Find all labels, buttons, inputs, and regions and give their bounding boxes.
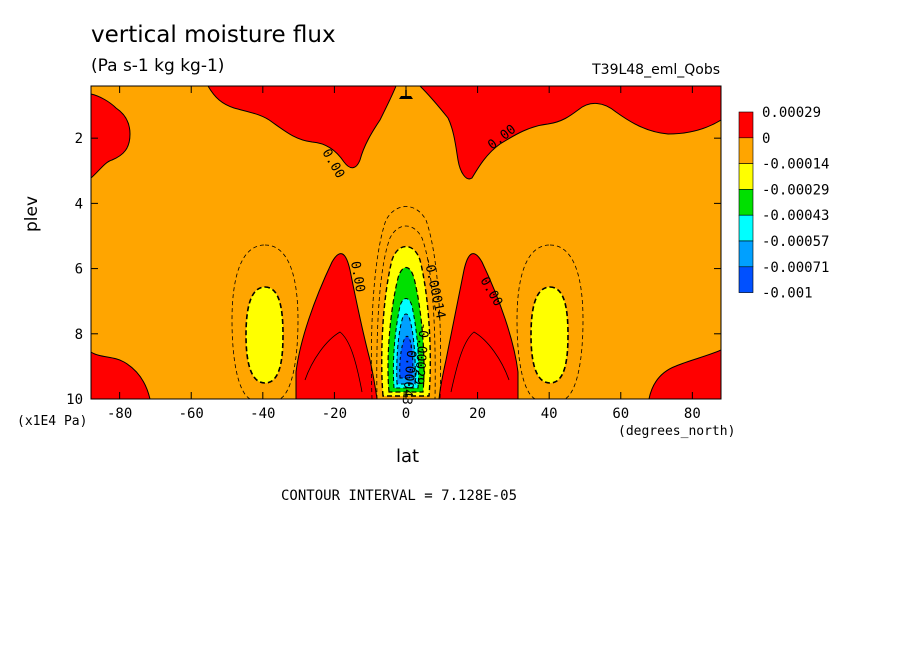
contour-label: -0.00043 — [399, 342, 419, 406]
contour-interval: CONTOUR INTERVAL = 7.128E-05 — [281, 488, 518, 504]
y-tick-label: 8 — [75, 327, 83, 343]
colorbar-label: -0.00057 — [762, 234, 829, 250]
y-axis: 2 4 6 8 10 — [66, 131, 721, 408]
upper-center-left-positive-region — [207, 86, 397, 169]
x-tick-label: 0 — [402, 406, 410, 422]
chart-title: vertical moisture flux — [91, 22, 336, 48]
x-axis-label: lat — [396, 446, 420, 467]
y-tick-label: 2 — [75, 131, 83, 147]
contour-label: -0.00029 — [411, 322, 431, 386]
x-axis-units: (degrees_north) — [618, 424, 736, 439]
y-tick-label: 4 — [75, 196, 83, 212]
left-subtropical-positive-region — [295, 253, 378, 399]
upper-left-positive-region — [91, 86, 131, 179]
colorbar: 0.00029 0 -0.00014 -0.00029 -0.00043 -0.00057… — [738, 105, 829, 302]
colorbar-swatch — [738, 137, 754, 164]
x-tick-label: -60 — [179, 406, 204, 422]
colorbar-label: -0.00071 — [762, 260, 829, 276]
colorbar-label: -0.001 — [762, 286, 813, 302]
colorbar-label: 0.00029 — [762, 105, 821, 121]
equatorial-outer-contour-1 — [370, 206, 442, 399]
y-tick-label: 10 — [66, 392, 83, 408]
left-midlat-negative-region — [245, 286, 284, 384]
left-positive-inner-contour — [304, 331, 363, 393]
x-tick-label: 60 — [612, 406, 629, 422]
y-tick-label: 6 — [75, 262, 83, 278]
x-tick-label: -40 — [250, 406, 275, 422]
colorbar-label: -0.00043 — [762, 208, 829, 224]
x-tick-label: 40 — [541, 406, 558, 422]
colorbar-swatch — [738, 111, 754, 139]
dataset-name: T39L48_eml_Qobs — [592, 62, 720, 78]
colorbar-swatch — [738, 189, 754, 216]
equatorial-outer-contour-2 — [376, 225, 436, 399]
upper-right-positive-region — [419, 86, 721, 180]
lower-right-positive-region — [648, 349, 721, 399]
right-midlat-dashed-contour — [516, 244, 584, 399]
colorbar-label: 0 — [762, 131, 770, 147]
colorbar-label: -0.00014 — [762, 157, 829, 173]
colorbar-swatch — [738, 266, 754, 293]
top-equator-feature — [399, 96, 413, 99]
x-tick-label: 20 — [469, 406, 486, 422]
colorbar-swatch — [738, 163, 754, 190]
x-tick-label: 80 — [684, 406, 701, 422]
right-midlat-negative-region — [530, 286, 569, 384]
contour-label: 0.00 — [347, 260, 367, 293]
right-subtropical-positive-region — [438, 253, 519, 399]
left-midlat-dashed-contour — [231, 244, 299, 399]
equatorial-blue-region — [399, 335, 414, 379]
y-axis-multiplier: (x1E4 Pa) — [17, 414, 88, 429]
x-tick-label: -20 — [322, 406, 347, 422]
right-positive-inner-contour — [450, 331, 510, 393]
plot-area — [91, 86, 721, 399]
colorbar-swatch — [738, 214, 754, 242]
x-tick-label: -80 — [107, 406, 132, 422]
colorbar-label: -0.00029 — [762, 182, 829, 198]
lower-left-positive-region — [91, 351, 151, 399]
colorbar-swatch — [738, 240, 754, 268]
chart-units: (Pa s-1 kg kg-1) — [91, 56, 225, 76]
x-axis: -80 -60 -40 -20 0 20 40 60 80 — [107, 86, 701, 422]
